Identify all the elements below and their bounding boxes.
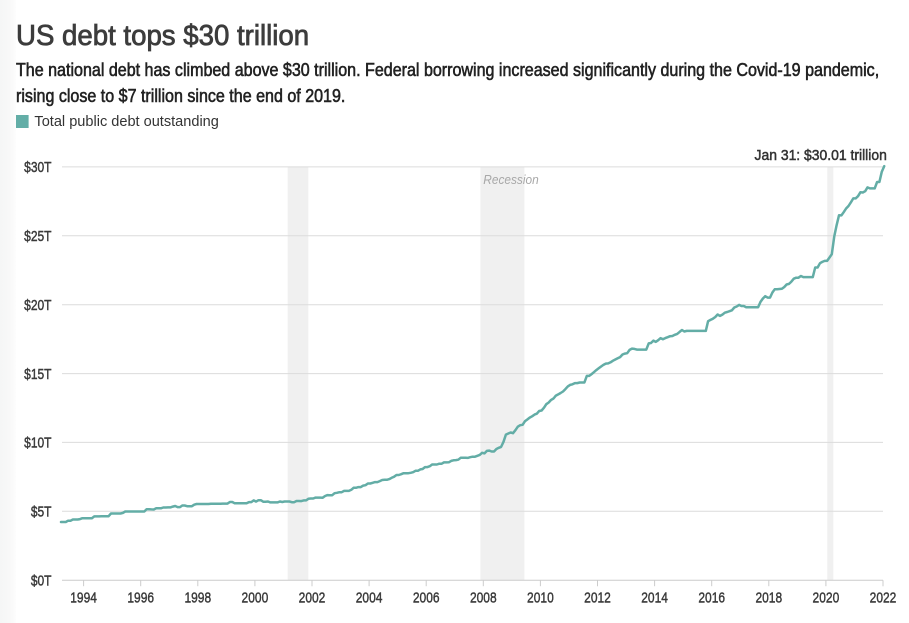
- svg-text:$5T: $5T: [31, 503, 52, 520]
- svg-text:1994: 1994: [70, 589, 97, 606]
- svg-text:$25T: $25T: [24, 228, 51, 245]
- svg-text:2010: 2010: [527, 589, 554, 606]
- svg-text:2012: 2012: [584, 589, 611, 606]
- svg-text:$30T: $30T: [24, 159, 51, 176]
- svg-text:$20T: $20T: [24, 297, 51, 314]
- svg-text:2020: 2020: [813, 589, 840, 606]
- svg-text:2022: 2022: [870, 589, 897, 606]
- svg-text:Recession: Recession: [483, 173, 539, 187]
- svg-text:2000: 2000: [242, 589, 269, 606]
- svg-text:2014: 2014: [641, 589, 668, 606]
- svg-text:$0T: $0T: [31, 572, 52, 589]
- svg-text:2018: 2018: [755, 589, 782, 606]
- svg-text:2004: 2004: [356, 589, 383, 606]
- svg-text:$10T: $10T: [24, 434, 51, 451]
- svg-text:2008: 2008: [470, 589, 497, 606]
- svg-text:2006: 2006: [413, 589, 440, 606]
- svg-text:2016: 2016: [698, 589, 725, 606]
- svg-text:$15T: $15T: [24, 366, 51, 383]
- svg-text:2002: 2002: [299, 589, 326, 606]
- svg-text:1998: 1998: [184, 589, 211, 606]
- svg-text:1996: 1996: [127, 589, 154, 606]
